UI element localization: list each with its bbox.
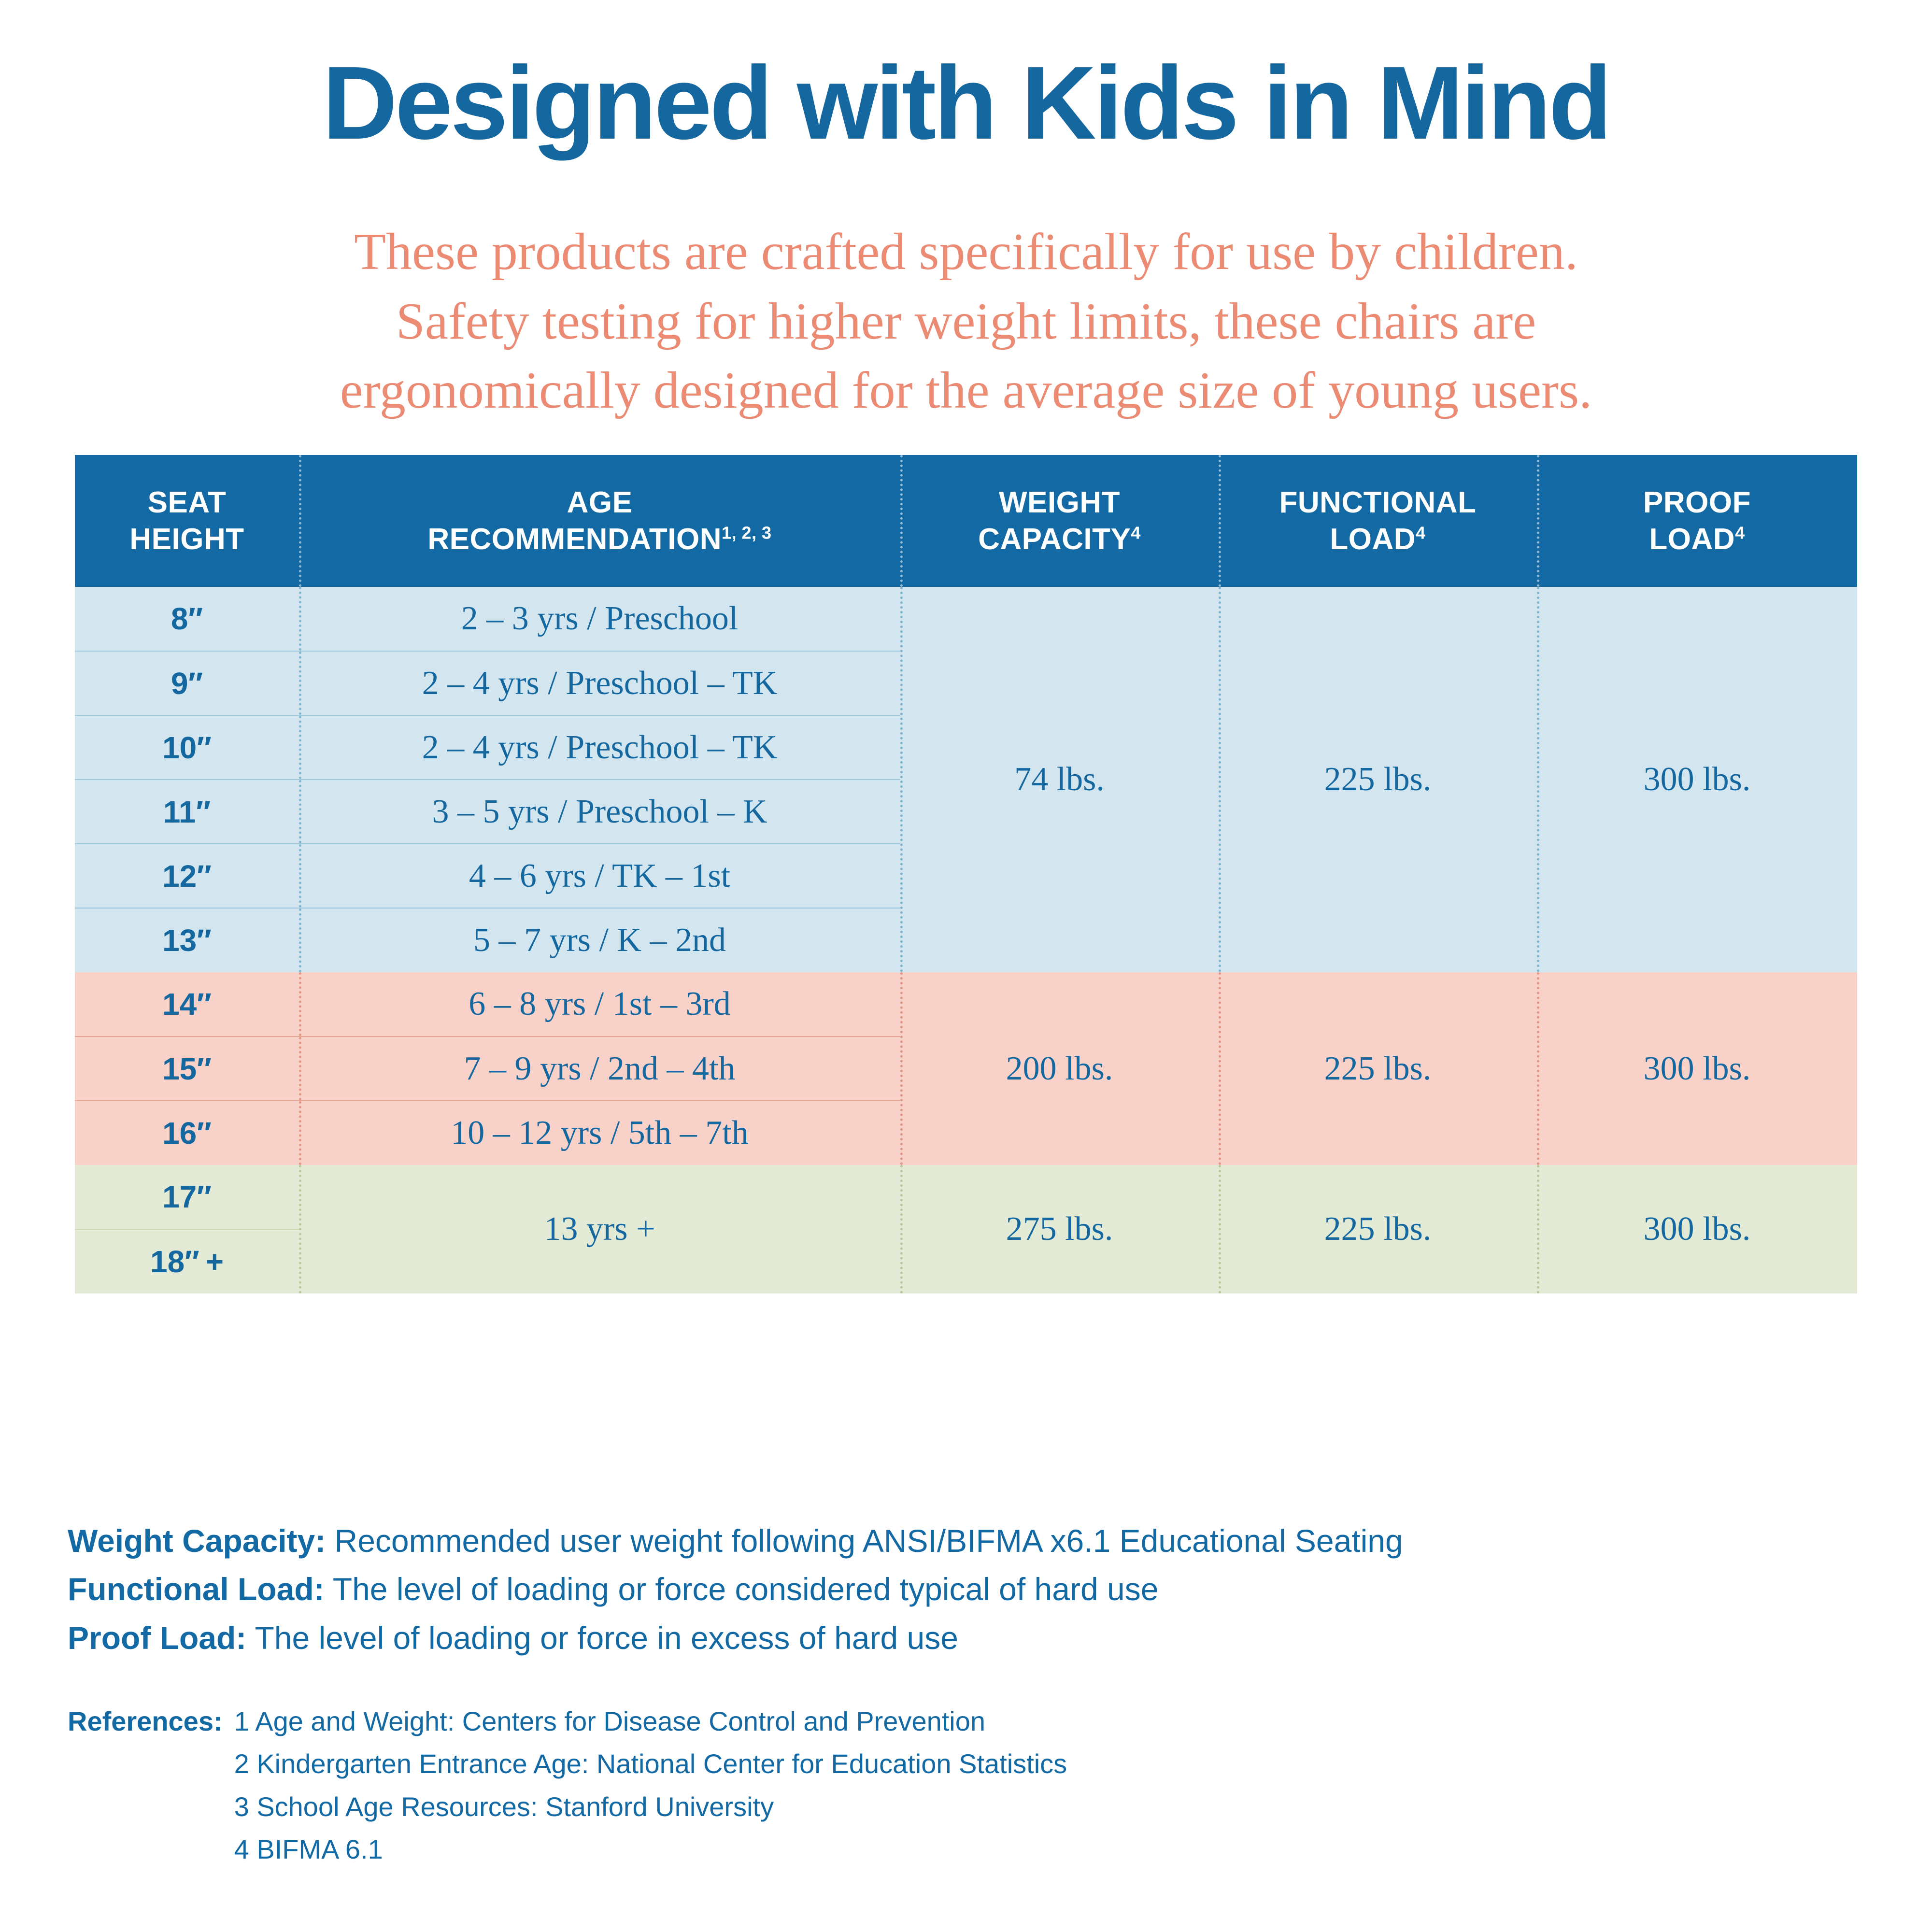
reference-item: 4 BIFMA 6.1 — [234, 1834, 383, 1865]
cell-functional-load: 225 lbs. — [1219, 587, 1537, 972]
cell-age-recommendation: 5 – 7 yrs / K – 2nd — [299, 908, 900, 972]
cell-functional-load: 225 lbs. — [1219, 972, 1537, 1165]
cell-age-recommendation: 2 – 4 yrs / Preschool – TK — [299, 715, 900, 780]
references-items: 1 Age and Weight: Centers for Disease Co… — [234, 1700, 1067, 1871]
cell-age-recommendation: 2 – 4 yrs / Preschool – TK — [299, 651, 900, 716]
reference-item: 1 Age and Weight: Centers for Disease Co… — [234, 1706, 986, 1736]
definition-term: Weight Capacity: — [68, 1523, 326, 1559]
cell-age-recommendation: 10 – 12 yrs / 5th – 7th — [299, 1101, 900, 1165]
cell-age-recommendation: 4 – 6 yrs / TK – 1st — [299, 844, 900, 909]
table-row: 13″ 5 – 7 yrs / K – 2nd — [75, 908, 1857, 972]
cell-seat-height: 11″ — [75, 780, 299, 844]
cell-weight-capacity: 275 lbs. — [900, 1165, 1219, 1293]
table-row: 15″ 7 – 9 yrs / 2nd – 4th — [75, 1037, 1857, 1101]
cell-seat-height: 17″ — [75, 1165, 299, 1230]
cell-weight-capacity: 74 lbs. — [900, 587, 1219, 972]
definition-functional-load: Functional Load: The level of loading or… — [68, 1565, 1884, 1613]
definition-term: Proof Load: — [68, 1619, 247, 1656]
references-block: References: 1 Age and Weight: Centers fo… — [68, 1700, 1806, 1871]
table-row: 14″ 6 – 8 yrs / 1st – 3rd 200 lbs. 225 l… — [75, 972, 1857, 1165]
cell-seat-height: 18″ + — [75, 1229, 299, 1293]
table-row: 17″ 13 yrs + 275 lbs. 225 lbs. 300 lbs. — [75, 1165, 1857, 1293]
col-header-proof-load: PROOF LOAD4 — [1537, 455, 1857, 587]
definition-term: Functional Load: — [68, 1571, 325, 1607]
footnote-marker: 4 — [1416, 522, 1426, 542]
table-body: 8″ 2 – 3 yrs / Preschool 74 lbs. 225 lbs… — [75, 587, 1857, 1293]
table-header-row: SEAT HEIGHT AGE RECOMMENDATION1, 2, 3 WE… — [75, 455, 1857, 587]
definitions-list: Weight Capacity: Recommended user weight… — [68, 1517, 1884, 1662]
cell-age-recommendation: 13 yrs + — [299, 1165, 900, 1293]
definition-weight-capacity: Weight Capacity: Recommended user weight… — [68, 1517, 1884, 1565]
page-title: Designed with Kids in Mind — [322, 44, 1612, 161]
subtitle-line-1: These products are crafted specifically … — [354, 223, 1578, 281]
col-header-weight-capacity: WEIGHT CAPACITY4 — [900, 455, 1219, 587]
cell-proof-load: 300 lbs. — [1537, 1165, 1857, 1293]
table-row: 12″ 4 – 6 yrs / TK – 1st — [75, 844, 1857, 909]
col-header-functional-load: FUNCTIONAL LOAD4 — [1219, 455, 1537, 587]
definition-proof-load: Proof Load: The level of loading or forc… — [68, 1614, 1884, 1662]
reference-item: 2 Kindergarten Entrance Age: National Ce… — [234, 1748, 1067, 1779]
table-row: 10″ 2 – 4 yrs / Preschool – TK — [75, 715, 1857, 780]
cell-proof-load: 300 lbs. — [1537, 587, 1857, 972]
subtitle-line-2: Safety testing for higher weight limits,… — [396, 292, 1536, 350]
table-row: 9″ 2 – 4 yrs / Preschool – TK — [75, 651, 1857, 716]
cell-seat-height: 13″ — [75, 908, 299, 972]
footnote-marker: 4 — [1735, 522, 1745, 542]
definition-text: The level of loading or force considered… — [324, 1571, 1159, 1607]
definition-text: The level of loading or force in excess … — [246, 1619, 958, 1656]
footnote-marker: 1, 2, 3 — [722, 522, 772, 542]
references-label: References: — [68, 1706, 223, 1736]
page-subtitle: These products are crafted specifically … — [97, 217, 1835, 426]
cell-seat-height: 16″ — [75, 1101, 299, 1165]
col-header-age-recommendation: AGE RECOMMENDATION1, 2, 3 — [299, 455, 900, 587]
cell-functional-load: 225 lbs. — [1219, 1165, 1537, 1293]
cell-age-recommendation: 7 – 9 yrs / 2nd – 4th — [299, 1037, 900, 1101]
cell-seat-height: 9″ — [75, 651, 299, 716]
cell-seat-height: 15″ — [75, 1037, 299, 1101]
reference-item: 3 School Age Resources: Stanford Univers… — [234, 1791, 774, 1822]
cell-age-recommendation: 3 – 5 yrs / Preschool – K — [299, 780, 900, 844]
cell-weight-capacity: 200 lbs. — [900, 972, 1219, 1165]
table-row: 8″ 2 – 3 yrs / Preschool 74 lbs. 225 lbs… — [75, 587, 1857, 972]
footnote-marker: 4 — [1131, 522, 1141, 542]
subtitle-line-3: ergonomically designed for the average s… — [340, 362, 1592, 420]
col-header-seat-height: SEAT HEIGHT — [75, 455, 299, 587]
cell-age-recommendation: 2 – 3 yrs / Preschool — [299, 587, 900, 652]
seat-height-table: SEAT HEIGHT AGE RECOMMENDATION1, 2, 3 WE… — [75, 455, 1857, 1476]
table-row: 18″ + — [75, 1229, 1857, 1293]
table-row: 16″ 10 – 12 yrs / 5th – 7th — [75, 1101, 1857, 1165]
definition-text: Recommended user weight following ANSI/B… — [326, 1523, 1403, 1559]
cell-seat-height: 12″ — [75, 844, 299, 909]
cell-seat-height: 10″ — [75, 715, 299, 780]
cell-age-recommendation: 6 – 8 yrs / 1st – 3rd — [299, 972, 900, 1037]
cell-seat-height: 8″ — [75, 587, 299, 652]
cell-seat-height: 14″ — [75, 972, 299, 1037]
table-row: 11″ 3 – 5 yrs / Preschool – K — [75, 780, 1857, 844]
cell-proof-load: 300 lbs. — [1537, 972, 1857, 1165]
